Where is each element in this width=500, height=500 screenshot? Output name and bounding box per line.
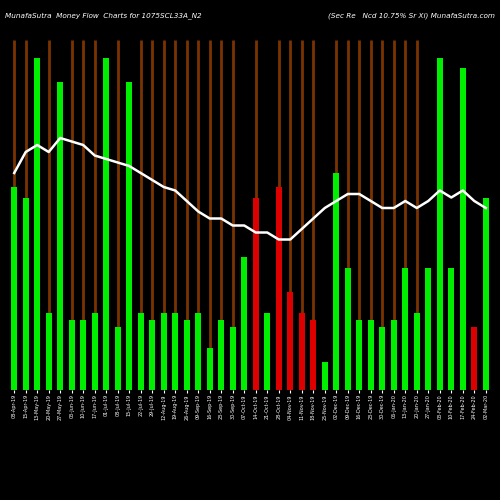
Bar xyxy=(333,173,340,390)
Bar xyxy=(114,327,121,390)
Bar xyxy=(356,320,362,390)
Bar xyxy=(46,313,52,390)
Bar xyxy=(264,313,270,390)
Bar xyxy=(160,313,167,390)
Bar xyxy=(172,313,178,390)
Bar xyxy=(310,320,316,390)
Bar xyxy=(68,320,75,390)
Bar xyxy=(92,313,98,390)
Bar xyxy=(414,313,420,390)
Bar xyxy=(34,58,40,390)
Bar xyxy=(448,268,454,390)
Bar xyxy=(230,327,236,390)
Bar xyxy=(322,362,328,390)
Bar xyxy=(379,327,386,390)
Bar xyxy=(471,327,478,390)
Bar xyxy=(460,68,466,390)
Bar xyxy=(344,268,351,390)
Bar xyxy=(287,292,294,390)
Bar xyxy=(11,187,18,390)
Bar xyxy=(184,320,190,390)
Bar xyxy=(195,313,202,390)
Bar xyxy=(425,268,432,390)
Bar xyxy=(298,313,305,390)
Bar xyxy=(57,82,64,390)
Bar xyxy=(149,320,156,390)
Bar xyxy=(390,320,397,390)
Bar xyxy=(103,58,110,390)
Bar xyxy=(138,313,144,390)
Bar xyxy=(368,320,374,390)
Bar xyxy=(402,268,408,390)
Text: (Sec Re   Ncd 10.75% Sr Xi) MunafaSutra.com: (Sec Re Ncd 10.75% Sr Xi) MunafaSutra.co… xyxy=(328,12,495,19)
Bar xyxy=(252,198,259,390)
Bar xyxy=(126,82,132,390)
Bar xyxy=(482,198,489,390)
Bar xyxy=(276,187,282,390)
Bar xyxy=(206,348,213,390)
Bar xyxy=(436,58,443,390)
Bar xyxy=(218,320,224,390)
Bar xyxy=(80,320,86,390)
Bar xyxy=(241,257,248,390)
Bar xyxy=(22,198,29,390)
Text: MunafaSutra  Money Flow  Charts for 1075SCL33A_N2: MunafaSutra Money Flow Charts for 1075SC… xyxy=(5,12,202,20)
